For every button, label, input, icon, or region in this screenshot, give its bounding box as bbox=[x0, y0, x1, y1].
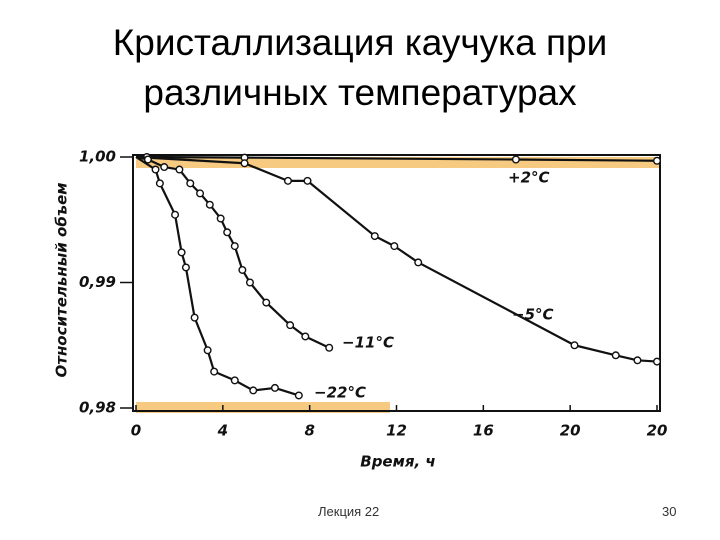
data-point bbox=[370, 232, 379, 241]
slide-title: Кристаллизация каучука при различных тем… bbox=[112, 22, 608, 113]
page-number: 30 bbox=[662, 504, 677, 519]
series-label: −5°C bbox=[512, 306, 554, 324]
footer-lecture: Лекция 22 bbox=[318, 504, 380, 519]
y-tick-label: 1,00 bbox=[79, 148, 116, 166]
series-line bbox=[135, 156, 300, 397]
data-point bbox=[238, 265, 247, 274]
data-point bbox=[175, 165, 184, 174]
data-point bbox=[262, 298, 271, 307]
data-point bbox=[223, 228, 232, 237]
data-point bbox=[151, 165, 160, 174]
data-point bbox=[611, 351, 620, 360]
data-point bbox=[196, 189, 205, 198]
x-tick-label: 4 bbox=[217, 422, 228, 440]
data-point bbox=[203, 346, 212, 355]
data-point bbox=[301, 332, 310, 341]
data-point bbox=[190, 313, 199, 322]
data-point bbox=[294, 391, 303, 400]
data-point bbox=[653, 156, 662, 165]
data-point bbox=[216, 214, 225, 223]
series-label: −11°C bbox=[342, 334, 394, 352]
data-point bbox=[160, 163, 169, 172]
data-point bbox=[286, 321, 295, 330]
data-point bbox=[181, 263, 190, 272]
series-label: +2°C bbox=[508, 169, 550, 187]
data-point bbox=[511, 155, 520, 164]
series-line bbox=[135, 155, 658, 363]
data-point bbox=[653, 357, 662, 366]
x-tick-label: 12 bbox=[386, 422, 407, 440]
x-tick-label: 8 bbox=[304, 422, 314, 440]
data-point bbox=[249, 386, 258, 395]
series-line bbox=[135, 155, 330, 349]
data-point bbox=[245, 278, 254, 287]
data-point bbox=[186, 179, 195, 188]
series-label: −22°C bbox=[314, 384, 366, 402]
x-axis-label: Время, ч bbox=[360, 453, 435, 471]
data-point bbox=[414, 258, 423, 267]
x-tick-label: 0 bbox=[131, 422, 141, 440]
data-point bbox=[283, 176, 292, 185]
highlight bbox=[136, 402, 390, 413]
y-axis-label: Относительный объем bbox=[53, 183, 71, 378]
x-tick-label: 16 bbox=[473, 422, 494, 440]
data-point bbox=[303, 176, 312, 185]
data-point bbox=[270, 383, 279, 392]
data-point bbox=[177, 248, 186, 257]
data-point bbox=[230, 376, 239, 385]
data-point bbox=[210, 367, 219, 376]
data-point bbox=[633, 356, 642, 365]
data-point bbox=[171, 210, 180, 219]
data-point bbox=[570, 341, 579, 350]
data-point bbox=[143, 155, 152, 164]
data-point bbox=[325, 343, 334, 352]
x-tick-label: 20 bbox=[647, 422, 668, 440]
data-point bbox=[230, 242, 239, 251]
data-point bbox=[390, 242, 399, 251]
highlight bbox=[136, 157, 660, 168]
data-point bbox=[155, 179, 164, 188]
y-tick-label: 0,98 bbox=[79, 399, 116, 417]
y-tick-label: 0,99 bbox=[79, 273, 116, 291]
data-point bbox=[240, 159, 249, 168]
data-point bbox=[205, 200, 214, 209]
x-tick-label: 20 bbox=[560, 422, 581, 440]
